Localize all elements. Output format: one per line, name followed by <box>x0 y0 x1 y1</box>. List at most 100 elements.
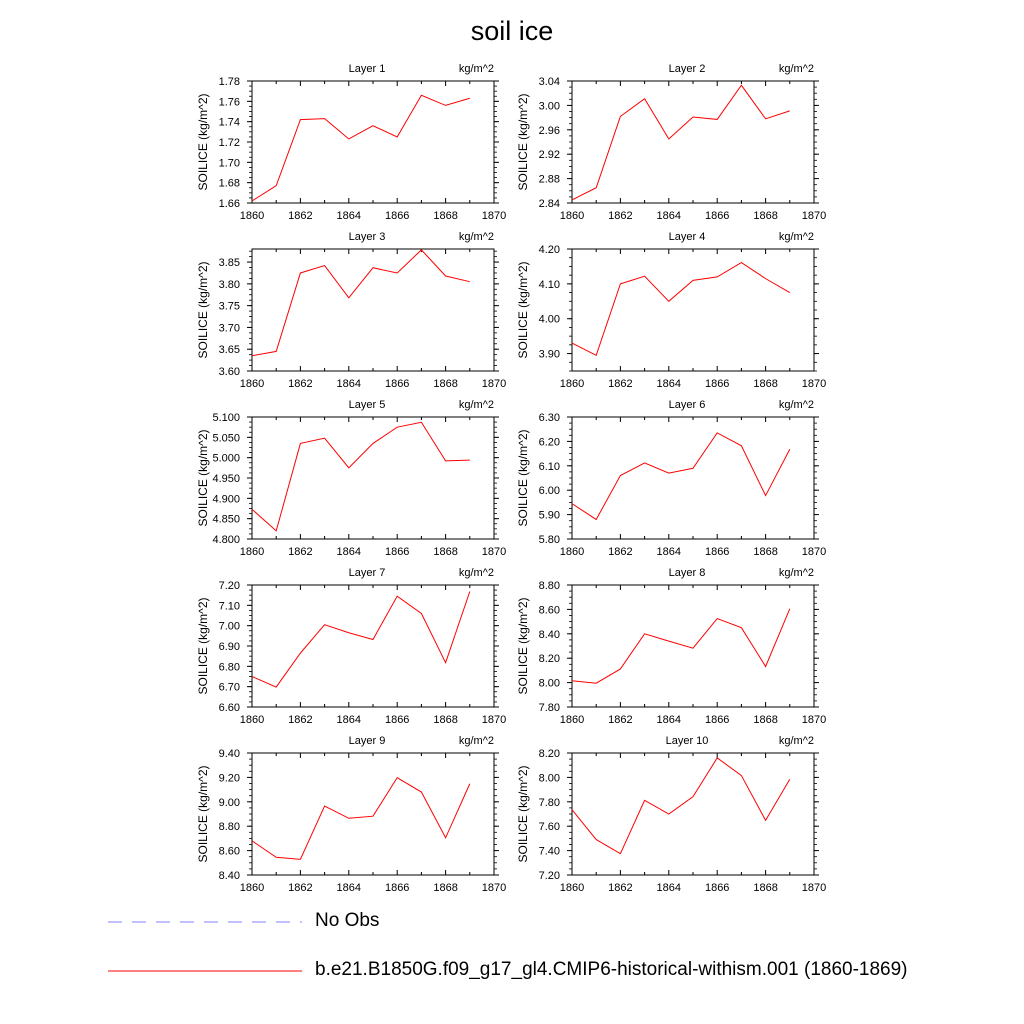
y-tick-label: 7.80 <box>539 702 560 714</box>
x-tick-label: 1864 <box>657 882 681 894</box>
x-tick-label: 1868 <box>753 378 777 390</box>
panel-layer-4: 1860 1862 1864 1866 1868 1870 3.90 4.00 4.10 4.20… <box>516 231 826 390</box>
y-tick-label: 9.00 <box>219 797 240 809</box>
x-tick-label: 1860 <box>240 210 264 222</box>
y-tick-label: 3.60 <box>219 366 240 378</box>
x-tick-label: 1870 <box>802 210 826 222</box>
x-tick-label: 1868 <box>433 378 457 390</box>
y-tick-label: 3.90 <box>539 349 560 361</box>
layer-title: Layer 1 <box>349 63 386 75</box>
x-tick-label: 1868 <box>433 714 457 726</box>
y-tick-label: 4.800 <box>212 534 240 546</box>
layer-title: Layer 5 <box>349 399 386 411</box>
x-tick-label: 1862 <box>608 210 632 222</box>
panel-layer-9: 1860 1862 1864 1866 1868 1870 8.40 8.60 8.80 9.00… <box>196 735 506 894</box>
x-tick-label: 1870 <box>802 546 826 558</box>
y-tick-label: 1.74 <box>219 117 240 129</box>
y-tick-label: 8.40 <box>219 870 240 882</box>
y-tick-label: 1.66 <box>219 198 240 210</box>
plot-frame <box>571 584 815 708</box>
x-tick-label: 1862 <box>608 546 632 558</box>
series-line <box>251 591 471 688</box>
units-label: kg/m^2 <box>459 735 494 747</box>
x-tick-label: 1864 <box>337 882 361 894</box>
y-tick-label: 1.78 <box>219 76 240 88</box>
panel-layer-7: 1860 1862 1864 1866 1868 1870 6.60 6.70 6.80 6.90… <box>196 567 506 726</box>
x-tick-label: 1866 <box>705 210 729 222</box>
series-line <box>251 94 470 202</box>
x-tick-label: 1860 <box>560 378 584 390</box>
y-tick-label: 7.40 <box>539 846 560 858</box>
panel-layer-2: 1860 1862 1864 1866 1868 1870 2.84 2.88 2.92 2.96… <box>516 63 826 222</box>
x-tick-label: 1860 <box>240 882 264 894</box>
y-tick-label: 8.60 <box>219 846 240 858</box>
panel-layer-1: 1860 1862 1864 1866 1868 1870 1.66 1.68 1.70 1.72… <box>196 63 506 222</box>
x-tick-label: 1868 <box>753 210 777 222</box>
y-tick-label: 3.80 <box>219 279 240 291</box>
x-tick-label: 1862 <box>288 714 312 726</box>
layer-title: Layer 7 <box>349 567 386 579</box>
y-tick-label: 7.20 <box>539 870 560 882</box>
layer-title: Layer 2 <box>669 63 706 75</box>
plot-frame <box>251 752 495 876</box>
panel-layer-10: 1860 1862 1864 1866 1868 1870 7.20 7.40 7.60 7.80… <box>516 735 826 894</box>
y-tick-label: 2.96 <box>539 125 560 137</box>
x-tick-label: 1862 <box>608 378 632 390</box>
y-tick-label: 7.20 <box>219 580 240 592</box>
x-tick-label: 1860 <box>560 714 584 726</box>
y-tick-label: 1.70 <box>219 157 240 169</box>
y-tick-label: 4.00 <box>539 314 560 326</box>
series-line <box>571 84 790 201</box>
y-axis-label: SOILICE (kg/m^2) <box>196 430 210 527</box>
x-tick-label: 1866 <box>385 546 409 558</box>
y-tick-label: 8.20 <box>539 653 560 665</box>
y-tick-label: 6.10 <box>539 461 560 473</box>
series-line <box>571 757 791 855</box>
y-tick-label: 2.88 <box>539 174 560 186</box>
series-line <box>251 421 470 532</box>
x-tick-label: 1864 <box>337 378 361 390</box>
y-tick-label: 6.70 <box>219 682 240 694</box>
units-label: kg/m^2 <box>779 735 814 747</box>
x-tick-label: 1870 <box>802 882 826 894</box>
y-tick-label: 5.100 <box>212 412 240 424</box>
series-line <box>571 262 791 357</box>
x-tick-label: 1860 <box>240 546 264 558</box>
x-tick-label: 1866 <box>385 210 409 222</box>
y-tick-label: 1.72 <box>219 137 240 149</box>
y-tick-label: 9.40 <box>219 748 240 760</box>
x-tick-label: 1860 <box>560 882 584 894</box>
x-tick-label: 1870 <box>482 714 506 726</box>
y-axis-label: SOILICE (kg/m^2) <box>196 262 210 359</box>
y-tick-label: 4.10 <box>539 279 560 291</box>
y-tick-label: 5.000 <box>212 453 240 465</box>
x-tick-label: 1864 <box>337 210 361 222</box>
x-tick-label: 1862 <box>288 882 312 894</box>
x-tick-label: 1868 <box>433 546 457 558</box>
panel-layer-3: 1860 1862 1864 1866 1868 1870 3.60 3.65 3.70 3.75… <box>196 231 506 390</box>
y-tick-label: 6.60 <box>219 702 240 714</box>
units-label: kg/m^2 <box>459 567 494 579</box>
units-label: kg/m^2 <box>459 63 494 75</box>
series-line <box>251 776 471 860</box>
units-label: kg/m^2 <box>459 231 494 243</box>
y-tick-label: 3.75 <box>219 301 240 313</box>
y-tick-label: 8.00 <box>539 772 560 784</box>
x-tick-label: 1870 <box>482 210 506 222</box>
x-tick-label: 1864 <box>337 546 361 558</box>
x-tick-label: 1866 <box>705 546 729 558</box>
layer-title: Layer 6 <box>669 399 706 411</box>
x-tick-label: 1862 <box>288 210 312 222</box>
y-tick-label: 5.90 <box>539 510 560 522</box>
y-tick-label: 1.68 <box>219 178 240 190</box>
y-tick-label: 7.60 <box>539 821 560 833</box>
y-tick-label: 5.050 <box>212 432 240 444</box>
x-tick-label: 1866 <box>385 378 409 390</box>
layer-title: Layer 10 <box>666 735 709 747</box>
y-axis-label: SOILICE (kg/m^2) <box>196 766 210 863</box>
y-tick-label: 3.85 <box>219 257 240 269</box>
x-tick-label: 1862 <box>288 378 312 390</box>
x-tick-label: 1860 <box>560 210 584 222</box>
series-line <box>571 432 791 521</box>
x-tick-label: 1866 <box>385 882 409 894</box>
